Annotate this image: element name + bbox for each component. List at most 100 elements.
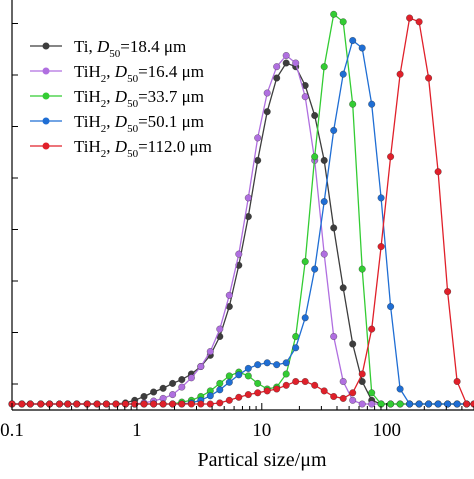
legend-item: TiH2, D50=50.1 μm	[30, 112, 204, 135]
data-point	[377, 194, 385, 202]
data-point	[396, 385, 404, 393]
data-point	[73, 400, 81, 408]
legend-marker	[42, 67, 50, 75]
data-point	[197, 363, 205, 370]
data-point	[56, 400, 63, 408]
data-point	[463, 400, 471, 408]
data-point	[273, 361, 281, 369]
data-point	[282, 381, 290, 389]
legend-label: TiH2, D50=50.1 μm	[74, 112, 204, 135]
data-point	[349, 100, 357, 108]
plot-frame	[11, 0, 474, 411]
data-point	[206, 348, 214, 355]
x-tick-label: 0.1	[0, 420, 24, 441]
legend-item: TiH2, D50=33.7 μm	[30, 87, 204, 110]
data-point	[254, 361, 262, 369]
data-point	[37, 400, 45, 408]
data-point	[273, 74, 281, 82]
legend-label: TiH2, D50=33.7 μm	[74, 87, 204, 110]
data-point	[263, 89, 271, 97]
legend-item: TiH2, D50=16.4 μm	[30, 62, 204, 85]
data-point	[358, 265, 366, 273]
data-point	[187, 400, 195, 408]
data-point	[387, 303, 395, 311]
data-point	[349, 389, 357, 397]
data-point	[339, 70, 347, 78]
data-point	[216, 379, 224, 387]
data-point	[18, 400, 26, 408]
data-point	[330, 10, 338, 18]
data-point	[368, 400, 376, 408]
data-point	[150, 400, 158, 408]
data-point	[244, 194, 252, 202]
data-point	[225, 291, 233, 299]
legend-marker	[42, 142, 50, 150]
data-point	[301, 378, 309, 385]
data-point	[339, 394, 347, 402]
data-point	[349, 37, 357, 44]
x-tick-label: 1	[132, 420, 142, 441]
data-point	[159, 400, 167, 408]
data-point	[320, 156, 328, 164]
data-point	[178, 383, 186, 391]
data-point	[311, 265, 319, 273]
data-point	[102, 400, 110, 408]
data-point	[444, 288, 452, 296]
data-point	[320, 198, 328, 206]
data-point	[406, 400, 414, 408]
data-point	[358, 370, 366, 378]
data-point	[273, 385, 281, 393]
data-point	[311, 153, 319, 161]
data-point	[263, 108, 271, 116]
data-point	[169, 391, 177, 399]
data-point	[178, 376, 186, 384]
data-point	[254, 156, 262, 164]
data-point	[368, 100, 376, 108]
data-point	[396, 70, 404, 78]
data-point	[406, 14, 414, 22]
legend-label: TiH2, D50=112.0 μm	[74, 137, 212, 160]
data-point	[282, 370, 290, 378]
series-4	[8, 14, 474, 408]
data-point	[254, 134, 262, 142]
data-point	[339, 284, 347, 292]
data-point	[311, 112, 319, 119]
data-point	[301, 93, 309, 101]
data-point	[425, 400, 433, 408]
legend-marker	[42, 42, 50, 50]
data-point	[244, 391, 252, 399]
data-point	[311, 381, 319, 389]
data-point	[216, 386, 224, 394]
data-point	[330, 393, 338, 400]
data-point	[235, 393, 243, 401]
legend-marker	[42, 117, 50, 125]
data-point	[282, 59, 290, 67]
data-point	[197, 400, 205, 408]
data-point	[235, 371, 243, 379]
data-point	[453, 378, 461, 385]
data-point	[150, 388, 158, 396]
data-point	[216, 399, 224, 407]
data-point	[93, 400, 101, 408]
data-point	[425, 74, 433, 82]
data-point	[470, 400, 474, 408]
data-point	[339, 18, 347, 26]
data-point	[206, 400, 214, 408]
data-point	[387, 400, 395, 408]
data-point	[444, 400, 452, 408]
data-point	[263, 387, 271, 395]
data-point	[159, 384, 167, 392]
data-point	[263, 359, 271, 367]
data-point	[206, 392, 214, 400]
data-point	[122, 400, 129, 408]
data-point	[273, 63, 281, 71]
data-point	[292, 344, 300, 352]
data-point	[349, 396, 357, 404]
data-point	[169, 379, 177, 387]
data-point	[112, 400, 120, 408]
data-point	[131, 400, 139, 408]
x-tick-label: 10	[252, 420, 271, 441]
data-point	[377, 243, 385, 251]
data-point	[244, 364, 252, 372]
x-tick-label: 100	[372, 420, 401, 441]
